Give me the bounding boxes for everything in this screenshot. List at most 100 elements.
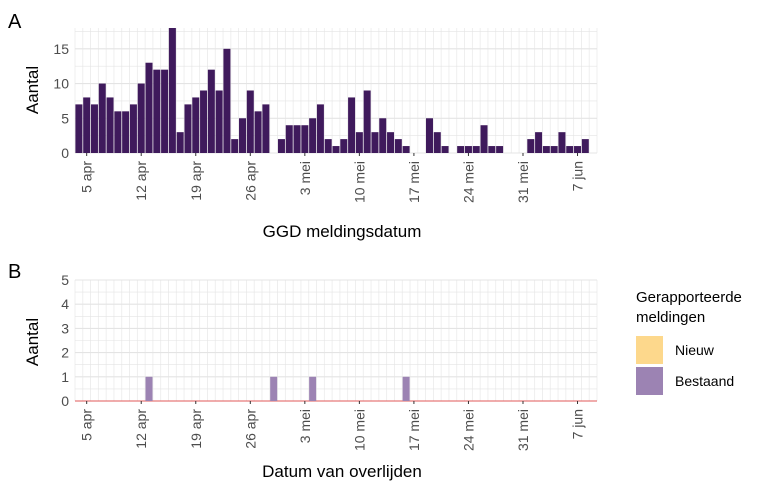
x-tick-label: 24 mei (460, 161, 476, 203)
bar-18-apr (184, 104, 192, 153)
bar-2-mei (293, 125, 301, 153)
bar-11-mei (363, 90, 371, 153)
bar-bestaand-29-apr (270, 376, 278, 401)
bar-28-mei (496, 146, 504, 153)
x-tick-label: 5 apr (79, 161, 95, 193)
bar-23-mei (457, 146, 465, 153)
bar-12-mei (371, 132, 379, 153)
bar-23-apr (223, 48, 231, 154)
bar-21-mei (441, 146, 449, 153)
bar-8-apr (106, 97, 114, 153)
x-tick-label: 7 jun (570, 409, 586, 439)
y-tick-label: 10 (53, 76, 69, 92)
bar-7-apr (98, 83, 106, 153)
bar-2-jun (535, 132, 543, 153)
x-tick-label: 19 apr (188, 161, 204, 201)
bar-14-apr (153, 69, 161, 153)
bar-28-apr (262, 104, 270, 153)
panel-b-y-axis-label: Aantal (23, 318, 42, 366)
bar-30-apr (277, 139, 285, 153)
bar-9-apr (114, 111, 122, 153)
bar-10-mei (355, 132, 363, 153)
panel-b-y-ticks: 0 1 2 3 4 5 (61, 272, 69, 409)
bar-5-mei (316, 104, 324, 153)
x-tick-label: 17 mei (406, 409, 422, 451)
legend-title-line-2: meldingen (636, 309, 705, 326)
x-tick-label: 5 apr (79, 409, 95, 441)
bar-5-apr (83, 97, 91, 153)
x-tick-label: 10 mei (351, 161, 367, 203)
bar-19-apr (192, 97, 200, 153)
panel-a-chart: 0 5 10 15 5 apr 12 apr 19 apr 26 apr 3 mei 10 me… (53, 28, 598, 203)
bar-15-mei (394, 139, 402, 153)
y-tick-label: 2 (61, 345, 69, 361)
bar-15-apr (161, 69, 169, 153)
bar-20-mei (433, 132, 441, 153)
bar-5-jun (558, 132, 566, 153)
y-tick-label: 5 (61, 110, 69, 126)
bar-6-jun (566, 146, 574, 153)
x-tick-label: 19 apr (188, 409, 204, 449)
bar-3-jun (542, 146, 550, 153)
panel-b-x-ticks: 5 apr 12 apr 19 apr 26 apr 3 mei 10 mei 17 mei… (79, 401, 586, 451)
x-tick-label: 3 mei (297, 409, 313, 443)
bar-1-jun (527, 139, 535, 153)
bar-19-mei (425, 118, 433, 153)
x-tick-label: 26 apr (242, 161, 258, 201)
bar-27-apr (254, 111, 262, 153)
panel-b-x-axis-label: Datum van overlijden (262, 462, 422, 481)
legend-title-line-1: Gerapporteerde (636, 289, 742, 306)
bar-7-mei (332, 146, 340, 153)
panel-b-label: B (8, 261, 21, 283)
x-tick-label: 12 apr (133, 161, 149, 201)
bar-4-jun (550, 146, 558, 153)
bar-20-apr (200, 90, 208, 153)
x-tick-label: 31 mei (515, 409, 531, 451)
y-tick-label: 0 (61, 145, 69, 161)
bar-25-apr (239, 118, 247, 153)
legend-label-nieuw: Nieuw (675, 342, 715, 358)
panel-a-y-axis-label: Aantal (23, 66, 42, 114)
bar-3-mei (301, 125, 309, 153)
bar-24-apr (231, 139, 239, 153)
y-tick-label: 1 (61, 369, 69, 385)
bar-27-mei (488, 146, 496, 153)
panel-a-grid (74, 28, 598, 154)
x-tick-label: 10 mei (351, 409, 367, 451)
bar-bestaand-4-mei (309, 376, 317, 401)
bar-12-apr (137, 83, 145, 153)
x-tick-label: 17 mei (406, 161, 422, 203)
bar-16-mei (402, 146, 410, 153)
bar-bestaand-16-mei (402, 376, 410, 401)
bar-4-mei (309, 118, 317, 153)
x-tick-label: 24 mei (460, 409, 476, 451)
bar-26-apr (246, 90, 254, 153)
bar-21-apr (207, 69, 215, 153)
x-tick-label: 7 jun (570, 161, 586, 191)
bar-17-apr (176, 132, 184, 153)
bar-7-jun (574, 146, 582, 153)
bar-10-apr (122, 111, 130, 153)
bar-14-mei (387, 132, 395, 153)
x-tick-label: 12 apr (133, 409, 149, 449)
panel-a-x-ticks: 5 apr 12 apr 19 apr 26 apr 3 mei 10 mei 17 mei… (79, 153, 586, 203)
y-tick-label: 3 (61, 320, 69, 336)
panel-b-bars (75, 376, 597, 402)
bar-11-apr (129, 104, 137, 153)
x-tick-label: 26 apr (242, 409, 258, 449)
y-tick-label: 15 (53, 41, 69, 57)
bar-1-mei (285, 125, 293, 153)
panel-b-chart: 0 1 2 3 4 5 5 apr 12 apr 19 apr 26 apr 3 mei 10 me… (61, 272, 598, 451)
y-tick-label: 0 (61, 393, 69, 409)
bar-22-apr (215, 90, 223, 153)
x-tick-label: 3 mei (297, 161, 313, 195)
panel-a-x-axis-label: GGD meldingsdatum (263, 222, 422, 241)
panel-a-y-ticks: 0 5 10 15 (53, 41, 69, 161)
bar-6-mei (324, 139, 332, 153)
legend-label-bestaand: Bestaand (675, 373, 734, 389)
bar-24-mei (464, 146, 472, 153)
bar-13-apr (145, 62, 153, 153)
bar-6-apr (90, 104, 98, 153)
legend-swatch-nieuw (636, 336, 663, 364)
